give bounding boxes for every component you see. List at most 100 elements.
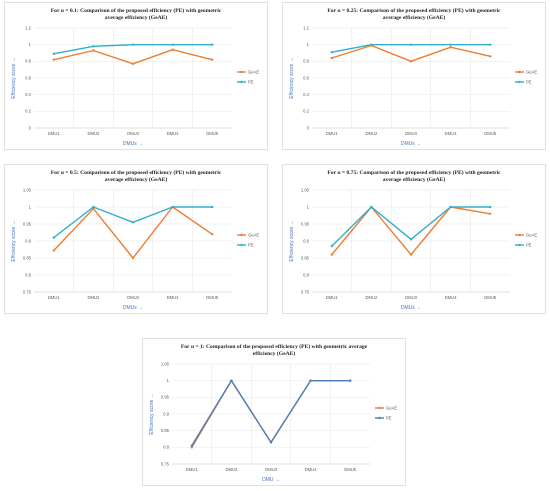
x-tick-label: DMU4 [167, 131, 180, 136]
legend-label: GeAE [526, 233, 537, 238]
chart-svg: For α = 0.25: Comparison of the proposed… [282, 2, 546, 150]
x-tick-label: DMU1 [326, 131, 339, 136]
y-tick-label: 1 [29, 42, 32, 47]
x-tick-label: DMU2 [365, 295, 378, 300]
y-tick-label: 1 [29, 204, 32, 209]
chart-title-line: average efficiency (GeAE) [383, 176, 446, 183]
y-tick-label: 0.4 [303, 92, 309, 97]
legend-label: PE [526, 243, 532, 248]
data-point-geae [92, 49, 95, 52]
legend-label: PE [526, 80, 532, 85]
y-tick-label: 1 [307, 204, 310, 209]
chart-alpha-0-1: For α = 0.1: Comparison of the proposed … [4, 2, 268, 150]
x-tick-label: DMU5 [206, 131, 219, 136]
y-tick-label: 0.8 [303, 59, 309, 64]
data-point-pe [349, 379, 352, 382]
y-tick-label: 1 [167, 378, 170, 383]
x-tick-label: DMU3 [265, 467, 278, 472]
data-point-pe [370, 205, 373, 209]
y-tick-label: 0 [307, 125, 310, 130]
data-point-pe [269, 441, 273, 444]
data-point-pe [330, 50, 333, 54]
x-tick-label: DMU5 [484, 295, 497, 300]
chart-title-line: average efficiency (GeAE) [383, 14, 446, 21]
data-point-pe [92, 45, 95, 48]
chart-svg: For α = 1: Comparison of the proposed ef… [142, 338, 406, 486]
y-tick-label: 0 [29, 125, 32, 130]
legend-label: GeAE [248, 233, 259, 238]
x-tick-label: DMU4 [445, 131, 458, 136]
x-tick-label: DMU4 [167, 295, 180, 300]
chart-frame [4, 164, 268, 314]
y-tick-label: 0.95 [301, 221, 310, 226]
y-axis-label: Efficiency score → [11, 220, 17, 261]
data-point-pe [309, 379, 312, 382]
y-axis-label: Efficiency score → [289, 220, 295, 261]
legend-marker [240, 243, 243, 247]
y-tick-label: 0.95 [23, 221, 32, 226]
x-axis-label: DMUs → [123, 305, 143, 311]
y-tick-label: 0.9 [25, 238, 31, 243]
y-tick-label: 1.05 [161, 361, 170, 366]
x-tick-label: DMU3 [405, 131, 418, 136]
data-point-geae [409, 60, 413, 63]
legend-marker [518, 243, 521, 247]
data-point-geae [409, 253, 413, 256]
data-point-geae [211, 58, 214, 61]
chart-title-line: For α = 0.25: Comparison of the proposed… [327, 7, 501, 14]
x-tick-label: DMU5 [484, 131, 497, 136]
x-tick-label: DMU4 [445, 295, 458, 300]
data-point-pe [171, 205, 174, 209]
data-point-geae [211, 233, 214, 236]
data-point-geae [171, 48, 174, 51]
legend-label: GeAE [526, 70, 537, 75]
data-point-pe [409, 43, 413, 46]
legend-label: GeAE [386, 406, 397, 411]
x-tick-label: DMU2 [225, 467, 238, 472]
x-tick-label: DMU1 [48, 131, 61, 136]
y-tick-label: 1.05 [23, 187, 32, 192]
data-point-geae [52, 58, 55, 61]
y-tick-label: 0.8 [25, 59, 31, 64]
chart-svg: For α = 0.75: Comparison of the proposed… [282, 164, 546, 314]
chart-title-line: For α = 1: Comparison of the proposed ef… [181, 343, 368, 350]
legend-marker [240, 233, 243, 237]
data-point-geae [449, 45, 452, 49]
data-point-geae [489, 55, 492, 58]
data-point-pe [131, 43, 135, 46]
y-axis-label: Efficiency score → [289, 57, 295, 98]
x-tick-label: DMU3 [127, 295, 140, 300]
y-axis-label: Efficiency score → [149, 393, 155, 434]
x-tick-label: DMU2 [87, 295, 100, 300]
chart-frame [282, 2, 546, 150]
data-point-pe [52, 52, 55, 56]
y-tick-label: 0.8 [303, 272, 309, 277]
chart-title-line: average efficiency (GeAE) [105, 14, 168, 21]
legend-marker [518, 80, 521, 84]
chart-alpha-0-25: For α = 0.25: Comparison of the proposed… [282, 2, 546, 150]
legend-label: PE [248, 80, 254, 85]
chart-frame [142, 338, 406, 486]
legend-label: GeAE [248, 70, 259, 75]
x-tick-label: DMU3 [405, 295, 418, 300]
y-tick-label: 0.75 [301, 289, 310, 294]
legend-marker [518, 233, 521, 237]
legend-label: PE [386, 416, 392, 421]
data-point-geae [131, 62, 135, 66]
y-tick-label: 0.75 [23, 289, 32, 294]
data-point-pe [211, 205, 214, 209]
y-tick-label: 1.05 [301, 187, 310, 192]
data-point-pe [171, 43, 174, 46]
x-tick-label: DMU3 [127, 131, 140, 136]
x-axis-label: DMUs → [401, 141, 421, 147]
x-tick-label: DMU5 [206, 295, 219, 300]
x-tick-label: DMU1 [326, 295, 339, 300]
data-point-pe [92, 205, 95, 209]
chart-svg: For α = 0.1: Comparison of the proposed … [4, 2, 268, 150]
data-point-pe [489, 205, 492, 209]
data-point-geae [131, 256, 135, 260]
x-axis-label: DMU → [262, 477, 280, 483]
legend-label: PE [248, 243, 254, 248]
x-tick-label: DMU2 [365, 131, 378, 136]
data-point-pe [211, 43, 214, 46]
